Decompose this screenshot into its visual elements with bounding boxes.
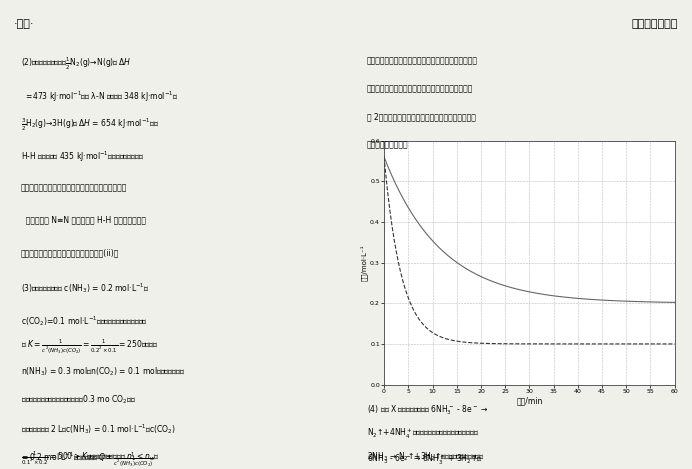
Text: H-H 键的键能为 435 kJ·mol$^{-1}$，在化学反应中，最: H-H 键的键能为 435 kJ·mol$^{-1}$，在化学反应中，最: [21, 150, 144, 165]
Text: c(CO$_2$)=0.1 mol·L$^{-1}$，则此温度下该反应的平衡常: c(CO$_2$)=0.1 mol·L$^{-1}$，则此温度下该反应的平衡常: [21, 314, 147, 328]
Text: 变，所以图像如下，: 变，所以图像如下，: [367, 141, 408, 150]
Text: 数 $K=\frac{1}{c^2(NH_3)c(CO_2)}=\frac{1}{0.2^2\times0.1}=250$；平衡时: 数 $K=\frac{1}{c^2(NH_3)c(CO_2)}=\frac{1}…: [21, 338, 158, 356]
Text: $\frac{1}{0.1^2\times0.2}=500>K$，反应逆向进行，所以 $n_1<n_w$。: $\frac{1}{0.1^2\times0.2}=500>K$，反应逆向进行，…: [21, 449, 160, 467]
Text: 能量，由于 N≡N 键的键能比 H-H 键的大很多，因: 能量，由于 N≡N 键的键能比 H-H 键的大很多，因: [21, 216, 146, 225]
Text: 此，在上述反应机理中，速率控制步骤为(ii)。: 此，在上述反应机理中，速率控制步骤为(ii)。: [21, 249, 119, 257]
Text: (4) 上极 X 极上电极反应式为 6NH$_3^-$ - 8e$^-$ →: (4) 上极 X 极上电极反应式为 6NH$_3^-$ - 8e$^-$ →: [367, 403, 488, 417]
Text: 比 2：充入，亚经平衡后氨气和二氧化碳的浓变均不: 比 2：充入，亚经平衡后氨气和二氧化碳的浓变均不: [367, 113, 475, 121]
Text: (3)由图可知，平衡时 c(NH$_3$) = 0.2 mol·L$^{-1}$，: (3)由图可知，平衡时 c(NH$_3$) = 0.2 mol·L$^{-1}$…: [21, 281, 149, 295]
Text: 容器的体积变为 2 L，c(NH$_3$) = 0.1 mol·L$^{-1}$，c(CO$_2$): 容器的体积变为 2 L，c(NH$_3$) = 0.1 mol·L$^{-1}$…: [21, 422, 176, 436]
Text: 大的能垒为速率控制步骤，而断开化学键的步骤都需: 大的能垒为速率控制步骤，而断开化学键的步骤都需: [21, 183, 127, 192]
Text: 的温度和压强不变，再向容器中充入0.3 mo CO$_2$，则: 的温度和压强不变，再向容器中充入0.3 mo CO$_2$，则: [21, 394, 136, 407]
Text: 6NH$_3$ - 6e$^-$ → 6NH$_3^+$ + 3H$_2$↑。: 6NH$_3$ - 6e$^-$ → 6NH$_3^+$ + 3H$_2$↑。: [367, 453, 482, 467]
Text: $\frac{3}{2}$H$_2$(g)→3H(g)的 $\Delta H$ = 654 kJ·mol$^{-1}$，则: $\frac{3}{2}$H$_2$(g)→3H(g)的 $\Delta H$ …: [21, 117, 158, 134]
Text: 据平衡常数的表达式可知只要反应物变是物商的比之: 据平衡常数的表达式可知只要反应物变是物商的比之: [367, 84, 473, 93]
Text: ·化学·: ·化学·: [14, 19, 35, 29]
Text: 必保持平衡时的温变和体积不变，则平衡常数不变，仅: 必保持平衡时的温变和体积不变，则平衡常数不变，仅: [367, 56, 477, 65]
Text: N$_2$↑+4NH$_4^+$，失电子，为正极；碱式泡的总反应为: N$_2$↑+4NH$_4^+$，失电子，为正极；碱式泡的总反应为: [367, 427, 479, 441]
Text: =473 kJ·mol$^{-1}$，则 λ-N 的键能为 348 kJ·mol$^{-1}$；: =473 kJ·mol$^{-1}$，则 λ-N 的键能为 348 kJ·mol…: [21, 89, 178, 104]
Text: 参考答案及解析: 参考答案及解析: [632, 19, 678, 29]
Text: = 0.2 mol·L$^{-1}$，此时浓度商 $Q=\frac{1}{c^2(NH_3)c(CO_2)}$: = 0.2 mol·L$^{-1}$，此时浓度商 $Q=\frac{1}{c^2…: [21, 450, 154, 469]
Text: (2)由图，中信息可知，$\frac{1}{2}$N$_2$(g)→N(g)的 $\Delta H$: (2)由图，中信息可知，$\frac{1}{2}$N$_2$(g)→N(g)的 …: [21, 56, 131, 73]
X-axis label: 时间/min: 时间/min: [516, 396, 543, 406]
Text: n(NH$_3$) = 0.3 mol，n(CO$_2$) = 0.1 mol，为保持平衡时: n(NH$_3$) = 0.3 mol，n(CO$_2$) = 0.1 mol，…: [21, 366, 185, 378]
Text: 2NH$_3$ → N$_2$↑+3H$_2$↑，铂网极的电极反应式为: 2NH$_3$ → N$_2$↑+3H$_2$↑，铂网极的电极反应式为: [367, 450, 484, 463]
Y-axis label: 浓度/mol·L⁻¹: 浓度/mol·L⁻¹: [360, 244, 367, 281]
